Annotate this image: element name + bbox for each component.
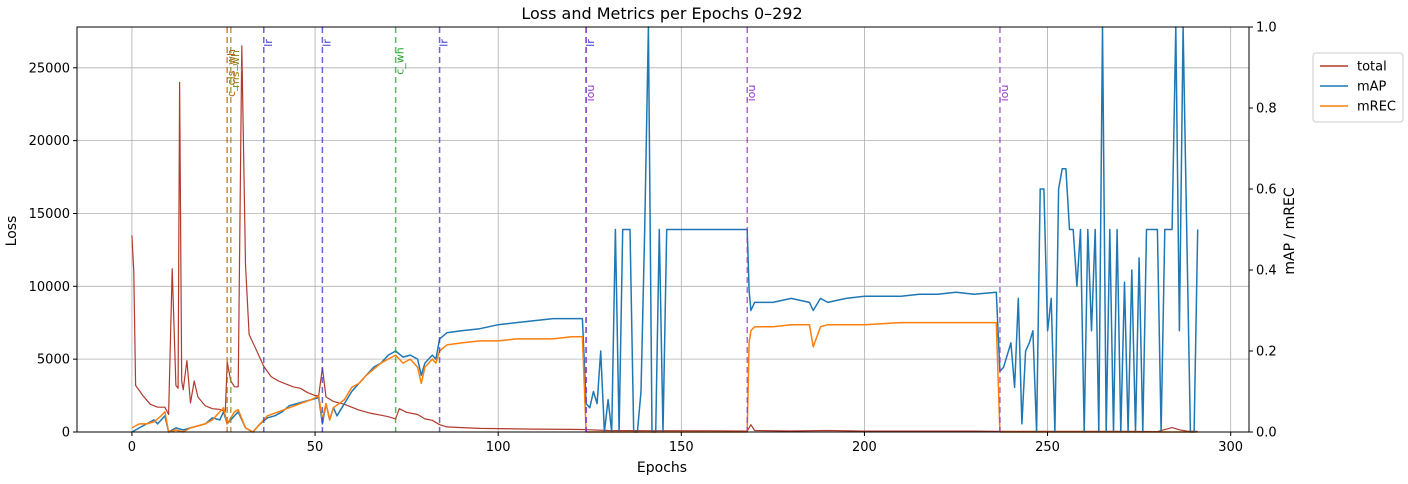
legend: total mAP mREC	[1312, 52, 1404, 123]
x-tick-label: 300	[1218, 440, 1243, 455]
y-tick-label-right: 1.0	[1256, 21, 1277, 36]
y-tick-label-right: 0.8	[1256, 102, 1277, 117]
y-tick-label-left: 25000	[29, 61, 70, 76]
ticks: 0 50 100 150 200 250 300 0 5000 10000 15000 20000 25…	[29, 21, 1277, 456]
annotation-label: iou	[584, 85, 597, 102]
series-line-map	[131, 26, 1199, 433]
annotation-label: lr	[584, 39, 597, 47]
annotation-label: ms_wh	[229, 50, 242, 88]
annotation-label: c_cls_wh	[225, 49, 238, 97]
series-layer	[131, 26, 1199, 433]
annotation-label: lr	[438, 39, 451, 47]
legend-label-total: total	[1357, 60, 1387, 75]
series-line-mrec	[131, 321, 1198, 433]
y-tick-label-left: 5000	[37, 353, 70, 368]
x-tick-label: 200	[852, 440, 877, 455]
plot-frame	[76, 26, 1250, 433]
x-tick-label: 250	[1035, 440, 1060, 455]
legend-frame	[1312, 52, 1404, 123]
annotation-label: lr	[262, 39, 275, 47]
y-tick-label-left: 15000	[29, 207, 70, 222]
y-axis-label-right: mAP / mREC	[1282, 187, 1298, 274]
x-axis-label: Epochs	[637, 460, 687, 476]
legend-label-map: mAP	[1357, 80, 1387, 95]
y-tick-label-right: 0.2	[1256, 345, 1277, 360]
legend-label-mrec: mREC	[1357, 100, 1396, 115]
chart-title: Loss and Metrics per Epochs 0–292	[521, 4, 802, 23]
annotation-label: iou	[745, 85, 758, 102]
y-tick-label-right: 0.4	[1256, 264, 1277, 279]
y-tick-label-right: 0.0	[1256, 426, 1277, 441]
annotation-label: c_wh	[394, 47, 407, 75]
annotation-label: lr	[320, 39, 333, 47]
x-tick-label: 0	[128, 440, 136, 455]
x-tick-label: 150	[669, 440, 694, 455]
y-tick-label-left: 10000	[29, 280, 70, 295]
y-axis-label-left: Loss	[4, 216, 20, 247]
y-tick-label-left: 0	[62, 426, 70, 441]
annotation-label: iou	[998, 85, 1011, 102]
y-tick-label-right: 0.6	[1256, 183, 1277, 198]
x-tick-label: 50	[307, 440, 324, 455]
x-tick-label: 100	[486, 440, 511, 455]
series-line-total	[131, 45, 1198, 433]
y-tick-label-left: 20000	[29, 134, 70, 149]
